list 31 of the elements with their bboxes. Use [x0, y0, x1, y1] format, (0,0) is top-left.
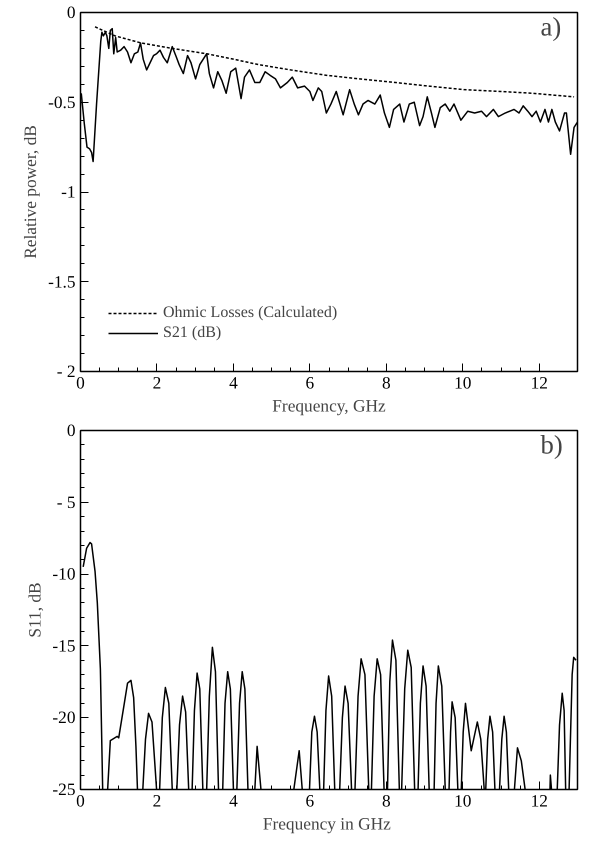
legend-label: S21 (dB) — [163, 324, 222, 342]
legend-label: Ohmic Losses (Calculated) — [163, 304, 338, 322]
x-tick-label: 4 — [229, 792, 238, 810]
x-tick-label: 8 — [382, 792, 391, 810]
y-tick-label: -20 — [52, 708, 76, 728]
x-tick-label: 12 — [530, 792, 548, 810]
y-tick-label: - 2 — [56, 362, 76, 381]
x-tick-label: 6 — [306, 374, 315, 392]
y-tick-label: -1 — [61, 182, 76, 202]
y-tick-label: -0.5 — [48, 92, 76, 112]
x-tick-label: 2 — [152, 792, 162, 810]
y-tick-label: -10 — [52, 564, 76, 584]
x-tick-label: 10 — [454, 374, 472, 392]
x-tick-label: 10 — [454, 792, 472, 810]
y-tick-label: 0 — [66, 421, 76, 440]
x-tick-label: 12 — [530, 374, 548, 392]
x-axis-title: Frequency, GHz — [272, 396, 386, 416]
x-axis-title: Frequency in GHz — [262, 814, 392, 834]
x-tick-label: 4 — [229, 374, 238, 392]
y-tick-label: -1.5 — [48, 272, 76, 292]
y-tick-label: 0 — [66, 3, 76, 22]
annotation: a) — [540, 12, 562, 42]
y-axis-title: Relative power, dB — [21, 125, 40, 259]
x-tick-label: 6 — [306, 792, 315, 810]
y-axis-title: S11, dB — [25, 582, 44, 638]
y-tick-label: -25 — [52, 780, 76, 799]
x-tick-label: 8 — [382, 374, 391, 392]
y-tick-label: - 5 — [56, 492, 76, 512]
annotation: b) — [540, 430, 563, 460]
y-tick-label: -15 — [52, 636, 76, 656]
x-tick-label: 2 — [152, 374, 162, 392]
